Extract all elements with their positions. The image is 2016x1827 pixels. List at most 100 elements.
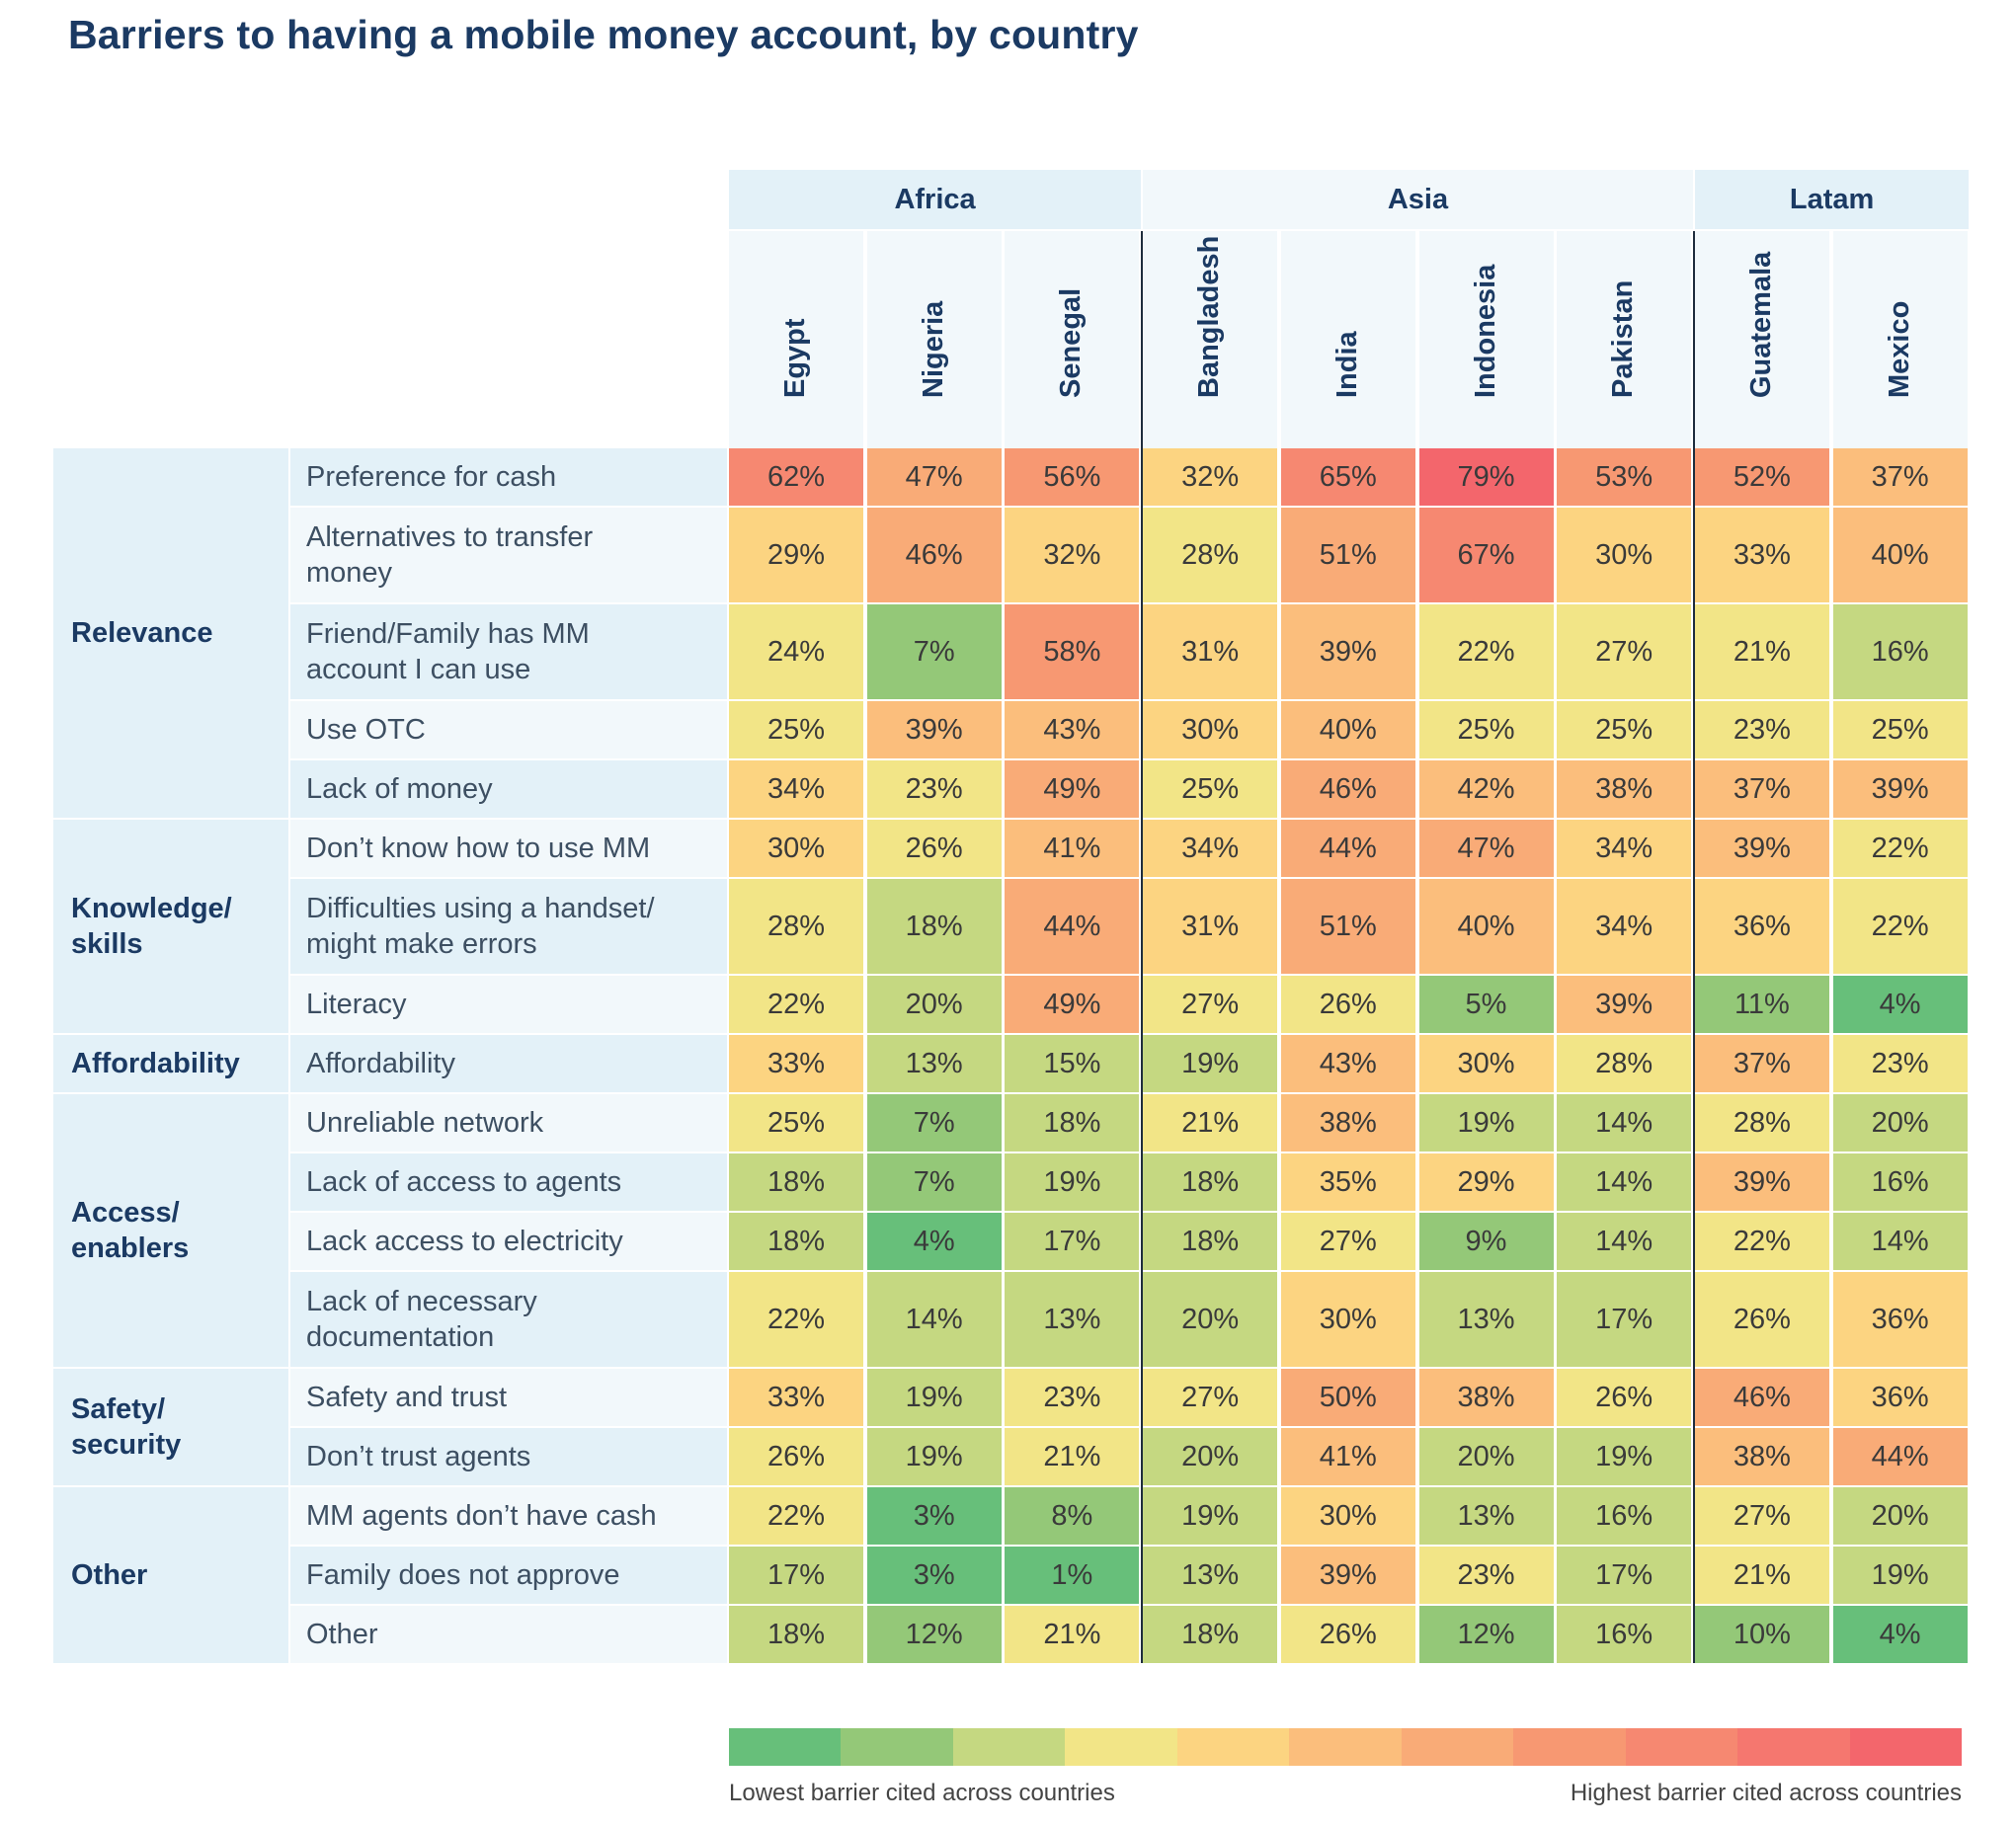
heat-cell: 79%: [1418, 448, 1554, 506]
heat-cell: 27%: [1143, 1369, 1278, 1426]
heat-cell: 32%: [1005, 508, 1140, 602]
country-label: India: [1331, 331, 1363, 398]
legend-color-bin: [1065, 1728, 1178, 1766]
legend-color-bin: [952, 1728, 1066, 1766]
heat-cell: 10%: [1694, 1606, 1829, 1663]
row-label: Don’t know how to use MM: [306, 833, 651, 864]
row-label: Unreliable network: [306, 1107, 544, 1139]
heat-cell: 26%: [1280, 1606, 1415, 1663]
legend-low-label: Lowest barrier cited across countries: [729, 1780, 1115, 1806]
row-label-cell: Family does not approve: [290, 1547, 727, 1604]
country-label: Guatemala: [1744, 251, 1777, 398]
heat-cell: 37%: [1694, 760, 1829, 818]
row-label-cell: Unreliable network: [290, 1094, 727, 1152]
heat-cell: 19%: [1143, 1035, 1278, 1092]
heat-cell: 17%: [729, 1547, 863, 1604]
heat-cell: 44%: [1280, 820, 1415, 877]
heat-cell: 26%: [1280, 976, 1415, 1033]
heat-cell: 28%: [729, 879, 863, 974]
heat-cell: 25%: [729, 1094, 863, 1152]
heat-cell: 5%: [1418, 976, 1554, 1033]
category-access-enablers: Access/ enablers: [53, 1094, 288, 1367]
heat-cell: 33%: [1694, 508, 1829, 602]
row-label: Family does not approve: [306, 1559, 620, 1591]
heat-cell: 22%: [729, 1487, 863, 1545]
country-header-egypt: Egypt: [729, 231, 863, 448]
row-label: Alternatives to transfer money: [306, 521, 594, 589]
heat-cell: 47%: [1418, 820, 1554, 877]
heat-cell: 39%: [1280, 604, 1415, 699]
heat-cell: 21%: [1694, 1547, 1829, 1604]
heat-cell: 14%: [1832, 1213, 1968, 1270]
heat-cell: 9%: [1418, 1213, 1554, 1270]
region-header-latam: Latam: [1694, 170, 1970, 229]
heat-cell: 23%: [1005, 1369, 1140, 1426]
country-label: Indonesia: [1469, 264, 1501, 398]
row-label-cell: Affordability: [290, 1035, 727, 1092]
heat-cell: 38%: [1280, 1094, 1415, 1152]
heat-cell: 47%: [866, 448, 1002, 506]
row-label: Other: [306, 1619, 378, 1650]
row-label: Friend/Family has MM account I can use: [306, 618, 590, 685]
heat-cell: 29%: [1418, 1153, 1554, 1211]
heat-cell: 27%: [1694, 1487, 1829, 1545]
heat-cell: 4%: [866, 1213, 1002, 1270]
heat-cell: 16%: [1557, 1606, 1692, 1663]
heat-cell: 27%: [1280, 1213, 1415, 1270]
heat-cell: 21%: [1005, 1428, 1140, 1485]
heat-cell: 14%: [866, 1272, 1002, 1367]
heat-cell: 27%: [1143, 976, 1278, 1033]
heat-cell: 38%: [1557, 760, 1692, 818]
heat-cell: 20%: [1143, 1272, 1278, 1367]
heat-cell: 36%: [1832, 1369, 1968, 1426]
category-other: Other: [53, 1487, 288, 1663]
heat-cell: 25%: [1557, 701, 1692, 758]
heat-cell: 26%: [1694, 1272, 1829, 1367]
category-relevance: Relevance: [53, 448, 288, 818]
heat-cell: 40%: [1832, 508, 1968, 602]
legend-color-bin: [1513, 1728, 1627, 1766]
row-label-cell: Other: [290, 1606, 727, 1663]
heat-cell: 37%: [1832, 448, 1968, 506]
heat-cell: 67%: [1418, 508, 1554, 602]
row-label: Lack access to electricity: [306, 1226, 623, 1257]
heat-cell: 43%: [1005, 701, 1140, 758]
legend-color-bin: [1289, 1728, 1403, 1766]
heat-cell: 50%: [1280, 1369, 1415, 1426]
heat-cell: 20%: [1832, 1487, 1968, 1545]
row-label-cell: Difficulties using a handset/ might make…: [290, 879, 727, 974]
heat-cell: 38%: [1694, 1428, 1829, 1485]
heat-cell: 30%: [1280, 1487, 1415, 1545]
heat-cell: 18%: [866, 879, 1002, 974]
heat-cell: 34%: [1143, 820, 1278, 877]
heat-cell: 27%: [1557, 604, 1692, 699]
region-divider: [1141, 231, 1144, 1663]
row-label: Difficulties using a handset/ might make…: [306, 893, 655, 960]
heat-cell: 34%: [729, 760, 863, 818]
heat-cell: 39%: [1280, 1547, 1415, 1604]
heat-cell: 19%: [1557, 1428, 1692, 1485]
heat-cell: 22%: [729, 1272, 863, 1367]
heat-cell: 7%: [866, 1153, 1002, 1211]
heat-cell: 39%: [1557, 976, 1692, 1033]
heat-cell: 23%: [1418, 1547, 1554, 1604]
heat-cell: 17%: [1557, 1547, 1692, 1604]
heat-cell: 43%: [1280, 1035, 1415, 1092]
row-label-cell: Safety and trust: [290, 1369, 727, 1426]
heat-cell: 46%: [1694, 1369, 1829, 1426]
heat-cell: 34%: [1557, 879, 1692, 974]
row-label: Literacy: [306, 989, 407, 1020]
heat-cell: 4%: [1832, 976, 1968, 1033]
country-label: Pakistan: [1607, 279, 1640, 398]
row-label: Preference for cash: [306, 461, 557, 493]
heat-cell: 23%: [866, 760, 1002, 818]
region-header-asia: Asia: [1143, 170, 1693, 229]
heat-cell: 14%: [1557, 1094, 1692, 1152]
heat-cell: 16%: [1557, 1487, 1692, 1545]
heat-cell: 25%: [1143, 760, 1278, 818]
row-label-cell: Lack of necessary documentation: [290, 1272, 727, 1367]
heat-cell: 30%: [1143, 701, 1278, 758]
heat-cell: 13%: [1005, 1272, 1140, 1367]
legend-color-bin: [1849, 1728, 1963, 1766]
